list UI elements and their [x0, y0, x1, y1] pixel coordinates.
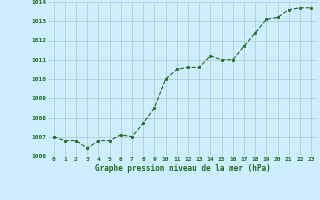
X-axis label: Graphe pression niveau de la mer (hPa): Graphe pression niveau de la mer (hPa): [94, 164, 270, 173]
